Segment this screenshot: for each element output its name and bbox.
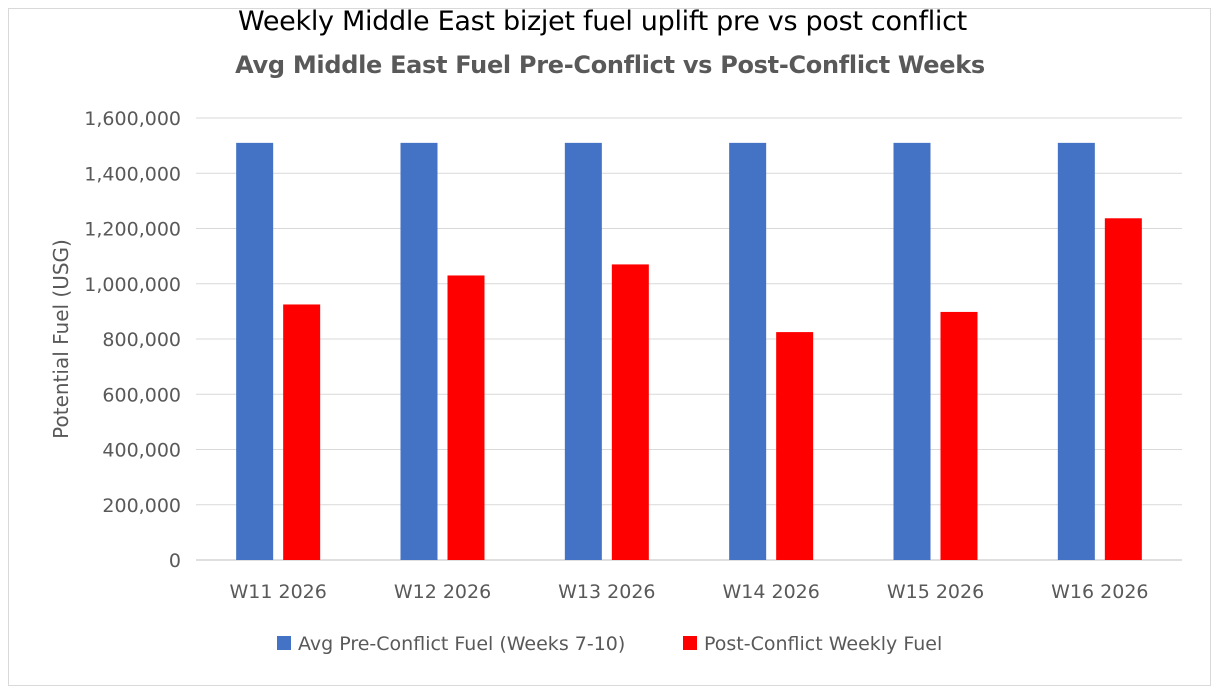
y-tick-label: 600,000 <box>102 384 181 406</box>
y-tick-label: 200,000 <box>102 495 181 517</box>
y-axis-ticks: 0 200,000 400,000 600,000 800,000 1,000,000 1,… <box>84 108 181 572</box>
legend-swatch <box>683 636 697 650</box>
pre-conflict-bar <box>236 142 274 561</box>
y-tick-label: 1,000,000 <box>84 274 181 296</box>
y-tick-label: 1,600,000 <box>84 108 181 130</box>
outer-title: Weekly Middle East bizjet fuel uplift pr… <box>238 6 967 37</box>
x-tick-label: W15 2026 <box>887 581 984 603</box>
y-axis-title: Potential Fuel (USG) <box>49 239 73 439</box>
post-conflict-bar <box>283 304 321 560</box>
pre-conflict-bar <box>1057 142 1095 561</box>
x-tick-label: W16 2026 <box>1051 581 1148 603</box>
x-tick-label: W12 2026 <box>394 581 491 603</box>
pre-conflict-bar <box>729 142 767 561</box>
bars <box>236 142 1142 561</box>
y-tick-label: 0 <box>169 550 181 572</box>
y-tick-label: 800,000 <box>102 329 181 351</box>
post-conflict-bar <box>611 264 649 560</box>
legend-label: Post-Conflict Weekly Fuel <box>704 633 942 655</box>
post-conflict-bar <box>1104 218 1142 560</box>
pre-conflict-bar <box>564 142 602 561</box>
chart-frame <box>8 8 1211 686</box>
legend-swatch <box>277 636 291 650</box>
y-tick-label: 1,200,000 <box>84 219 181 241</box>
legend: Avg Pre-Conflict Fuel (Weeks 7-10) Post-C… <box>277 633 942 655</box>
x-tick-label: W11 2026 <box>229 581 326 603</box>
post-conflict-bar <box>776 332 814 560</box>
y-tick-label: 1,400,000 <box>84 163 181 185</box>
x-axis-ticks: W11 2026 W12 2026 W13 2026 W14 2026 W15 2026… <box>229 581 1148 603</box>
x-tick-label: W14 2026 <box>722 581 819 603</box>
y-tick-label: 400,000 <box>102 440 181 462</box>
post-conflict-bar <box>940 311 978 560</box>
chart-title: Avg Middle East Fuel Pre-Conflict vs Pos… <box>235 51 985 79</box>
gridlines <box>196 117 1182 561</box>
legend-label: Avg Pre-Conflict Fuel (Weeks 7-10) <box>298 633 625 655</box>
pre-conflict-bar <box>893 142 931 561</box>
post-conflict-bar <box>447 275 485 560</box>
pre-conflict-bar <box>400 142 438 561</box>
x-tick-label: W13 2026 <box>558 581 655 603</box>
